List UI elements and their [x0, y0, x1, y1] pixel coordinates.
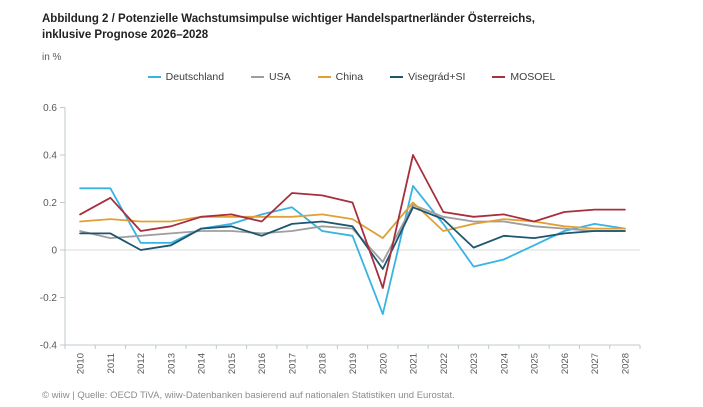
- series-line-usa: [79, 203, 626, 263]
- x-tick-label: 2025: [530, 353, 541, 374]
- legend-item-visegr-d-si: Visegrád+SI: [390, 71, 465, 83]
- x-tick-label: 2013: [166, 353, 177, 374]
- legend-swatch: [251, 75, 265, 79]
- y-tick-label: 0.2: [43, 198, 57, 209]
- x-tick-label: 2024: [499, 353, 510, 374]
- x-tick-label: 2026: [560, 353, 571, 374]
- series-line-mosoel: [79, 154, 626, 289]
- legend-label: China: [335, 71, 364, 83]
- x-tick-label: 2022: [439, 353, 450, 374]
- x-tick-label: 2011: [106, 353, 117, 373]
- y-tick-label: 0: [51, 246, 57, 257]
- legend-item-deutschland: Deutschland: [147, 71, 225, 83]
- legend-label: MOSOEL: [510, 71, 556, 83]
- y-tick-label: -0.4: [40, 341, 58, 352]
- y-tick-label: 0.4: [43, 151, 57, 162]
- x-tick-label: 2015: [227, 353, 238, 374]
- x-tick-label: 2019: [348, 353, 359, 374]
- x-tick-label: 2023: [469, 353, 480, 374]
- legend-label: Deutschland: [165, 71, 225, 83]
- x-tick-label: 2017: [287, 353, 298, 374]
- legend-label: USA: [269, 71, 291, 83]
- y-tick-label: -0.2: [40, 293, 58, 304]
- x-tick-label: 2028: [620, 353, 631, 374]
- legend-swatch: [492, 75, 506, 79]
- series-line-china: [79, 201, 626, 240]
- legend-label: Visegrád+SI: [408, 71, 466, 83]
- legend-item-mosoel: MOSOEL: [492, 71, 555, 83]
- figure-unit-label: in %: [42, 52, 62, 63]
- series-line-visegr-d-si: [79, 206, 626, 270]
- y-tick-label: 0.6: [43, 103, 57, 114]
- figure-title: Abbildung 2 / Potenzielle Wachstumsimpul…: [42, 13, 535, 41]
- chart-legend: Deutschland USA China Visegrád+SI MOSOEL: [0, 71, 703, 83]
- x-tick-label: 2014: [197, 353, 208, 374]
- x-tick-label: 2020: [378, 353, 389, 374]
- legend-swatch: [317, 75, 331, 79]
- x-tick-label: 2010: [76, 353, 87, 374]
- x-tick-label: 2021: [409, 353, 420, 374]
- series-line-deutschland: [79, 184, 626, 316]
- legend-item-china: China: [317, 71, 364, 83]
- x-tick-label: 2027: [590, 353, 601, 374]
- legend-item-usa: USA: [251, 71, 291, 83]
- x-tick-label: 2018: [318, 353, 329, 374]
- x-tick-label: 2012: [136, 353, 147, 374]
- source-note: © wiiw | Quelle: OECD TiVA, wiiw-Datenba…: [42, 390, 455, 401]
- legend-swatch: [390, 75, 404, 79]
- legend-swatch: [147, 75, 161, 79]
- x-tick-label: 2016: [257, 353, 268, 374]
